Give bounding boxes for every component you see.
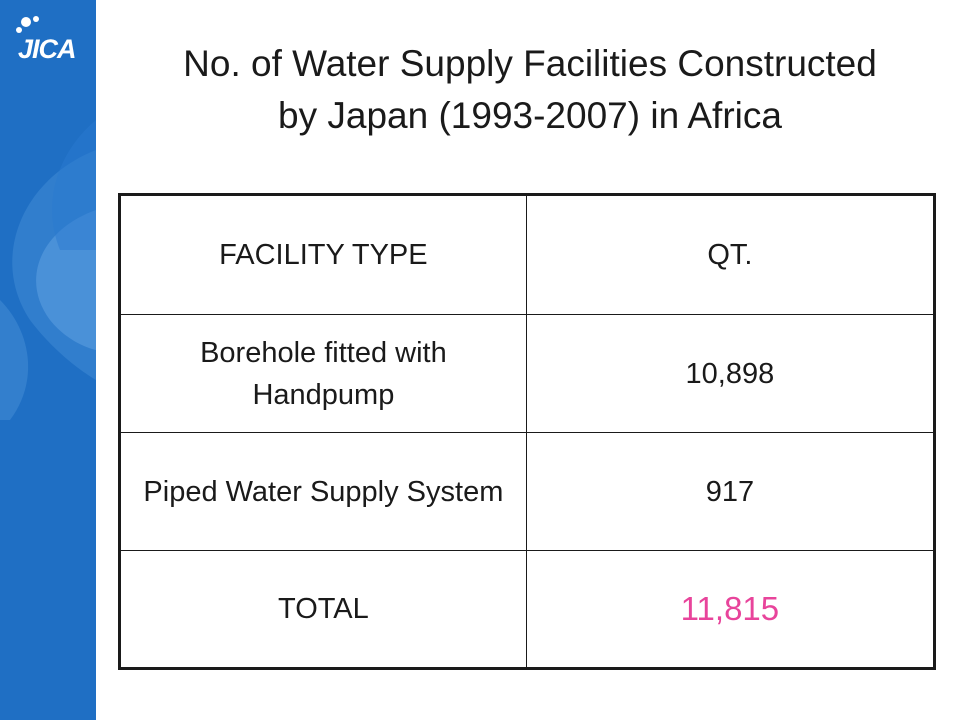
total-label: TOTAL [119, 550, 527, 669]
sidebar-band: JICA [0, 0, 96, 720]
slide-title-line-1: No. of Water Supply Facilities Construct… [183, 43, 877, 84]
jica-logo-icon [16, 16, 39, 33]
facilities-table: FACILITY TYPE QT. Borehole fitted with H… [118, 193, 936, 670]
cell-quantity: 917 [525, 432, 936, 551]
cell-facility-type: Borehole fitted with Handpump [119, 314, 527, 433]
table-total-row: TOTAL 11,815 [119, 550, 936, 669]
jica-logo: JICA [14, 14, 84, 64]
table-row: Borehole fitted with Handpump 10,898 [119, 314, 936, 433]
cell-facility-type: Piped Water Supply System [119, 432, 527, 551]
total-value: 11,815 [525, 550, 936, 669]
header-facility-type: FACILITY TYPE [119, 194, 527, 315]
header-quantity: QT. [525, 194, 936, 315]
cell-quantity: 10,898 [525, 314, 936, 433]
slide-title-line-2: by Japan (1993-2007) in Africa [278, 95, 782, 136]
jica-logo-text: JICA [18, 34, 77, 64]
slide-title: No. of Water Supply Facilities Construct… [100, 38, 960, 142]
table-header-row: FACILITY TYPE QT. [119, 194, 936, 315]
table-row: Piped Water Supply System 917 [119, 432, 936, 551]
sidebar-decoration [0, 120, 96, 420]
